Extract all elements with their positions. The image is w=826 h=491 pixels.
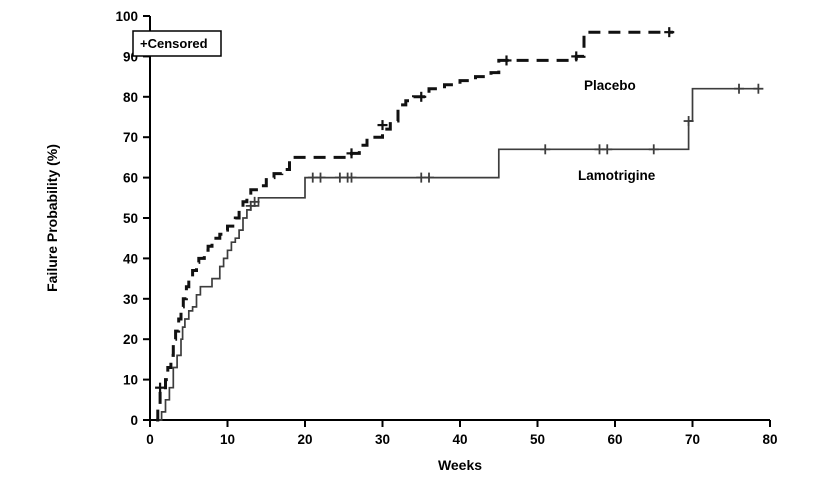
y-tick-label: 40 <box>123 251 138 266</box>
lamotrigine-censored-marks <box>245 83 764 211</box>
x-axis-label: Weeks <box>438 457 482 473</box>
y-tick-label: 70 <box>123 130 138 145</box>
lamotrigine-curve <box>159 87 759 421</box>
placebo-curve <box>156 30 674 422</box>
x-tick-label: 80 <box>762 432 777 447</box>
y-axis-label: Failure Probability (%) <box>44 144 60 292</box>
legend-censored-label: +Censored <box>140 36 208 51</box>
censored-marks-layer <box>155 27 764 393</box>
placebo-censored-marks <box>155 27 675 393</box>
y-tick-label: 60 <box>123 171 138 186</box>
legend-box: +Censored <box>132 30 222 57</box>
series-label-placebo: Placebo <box>584 78 636 93</box>
y-tick-label: 0 <box>130 413 138 428</box>
x-tick-label: 20 <box>297 432 312 447</box>
x-tick-label: 60 <box>607 432 622 447</box>
x-tick-label: 30 <box>375 432 390 447</box>
x-tick-label: 70 <box>685 432 700 447</box>
x-tick-label: 50 <box>530 432 545 447</box>
x-tick-label: 40 <box>452 432 467 447</box>
y-tick-label: 10 <box>123 373 138 388</box>
y-tick-label: 20 <box>123 332 138 347</box>
series-label-lamotrigine: Lamotrigine <box>578 168 656 183</box>
y-tick-label: 50 <box>123 211 138 226</box>
y-tick-label: 80 <box>123 90 138 105</box>
legend-border <box>132 30 222 57</box>
x-tick-label: 0 <box>146 432 154 447</box>
curves-layer <box>156 30 759 422</box>
x-tick-label: 10 <box>220 432 235 447</box>
y-tick-label: 100 <box>115 9 138 24</box>
y-tick-label: 30 <box>123 292 138 307</box>
